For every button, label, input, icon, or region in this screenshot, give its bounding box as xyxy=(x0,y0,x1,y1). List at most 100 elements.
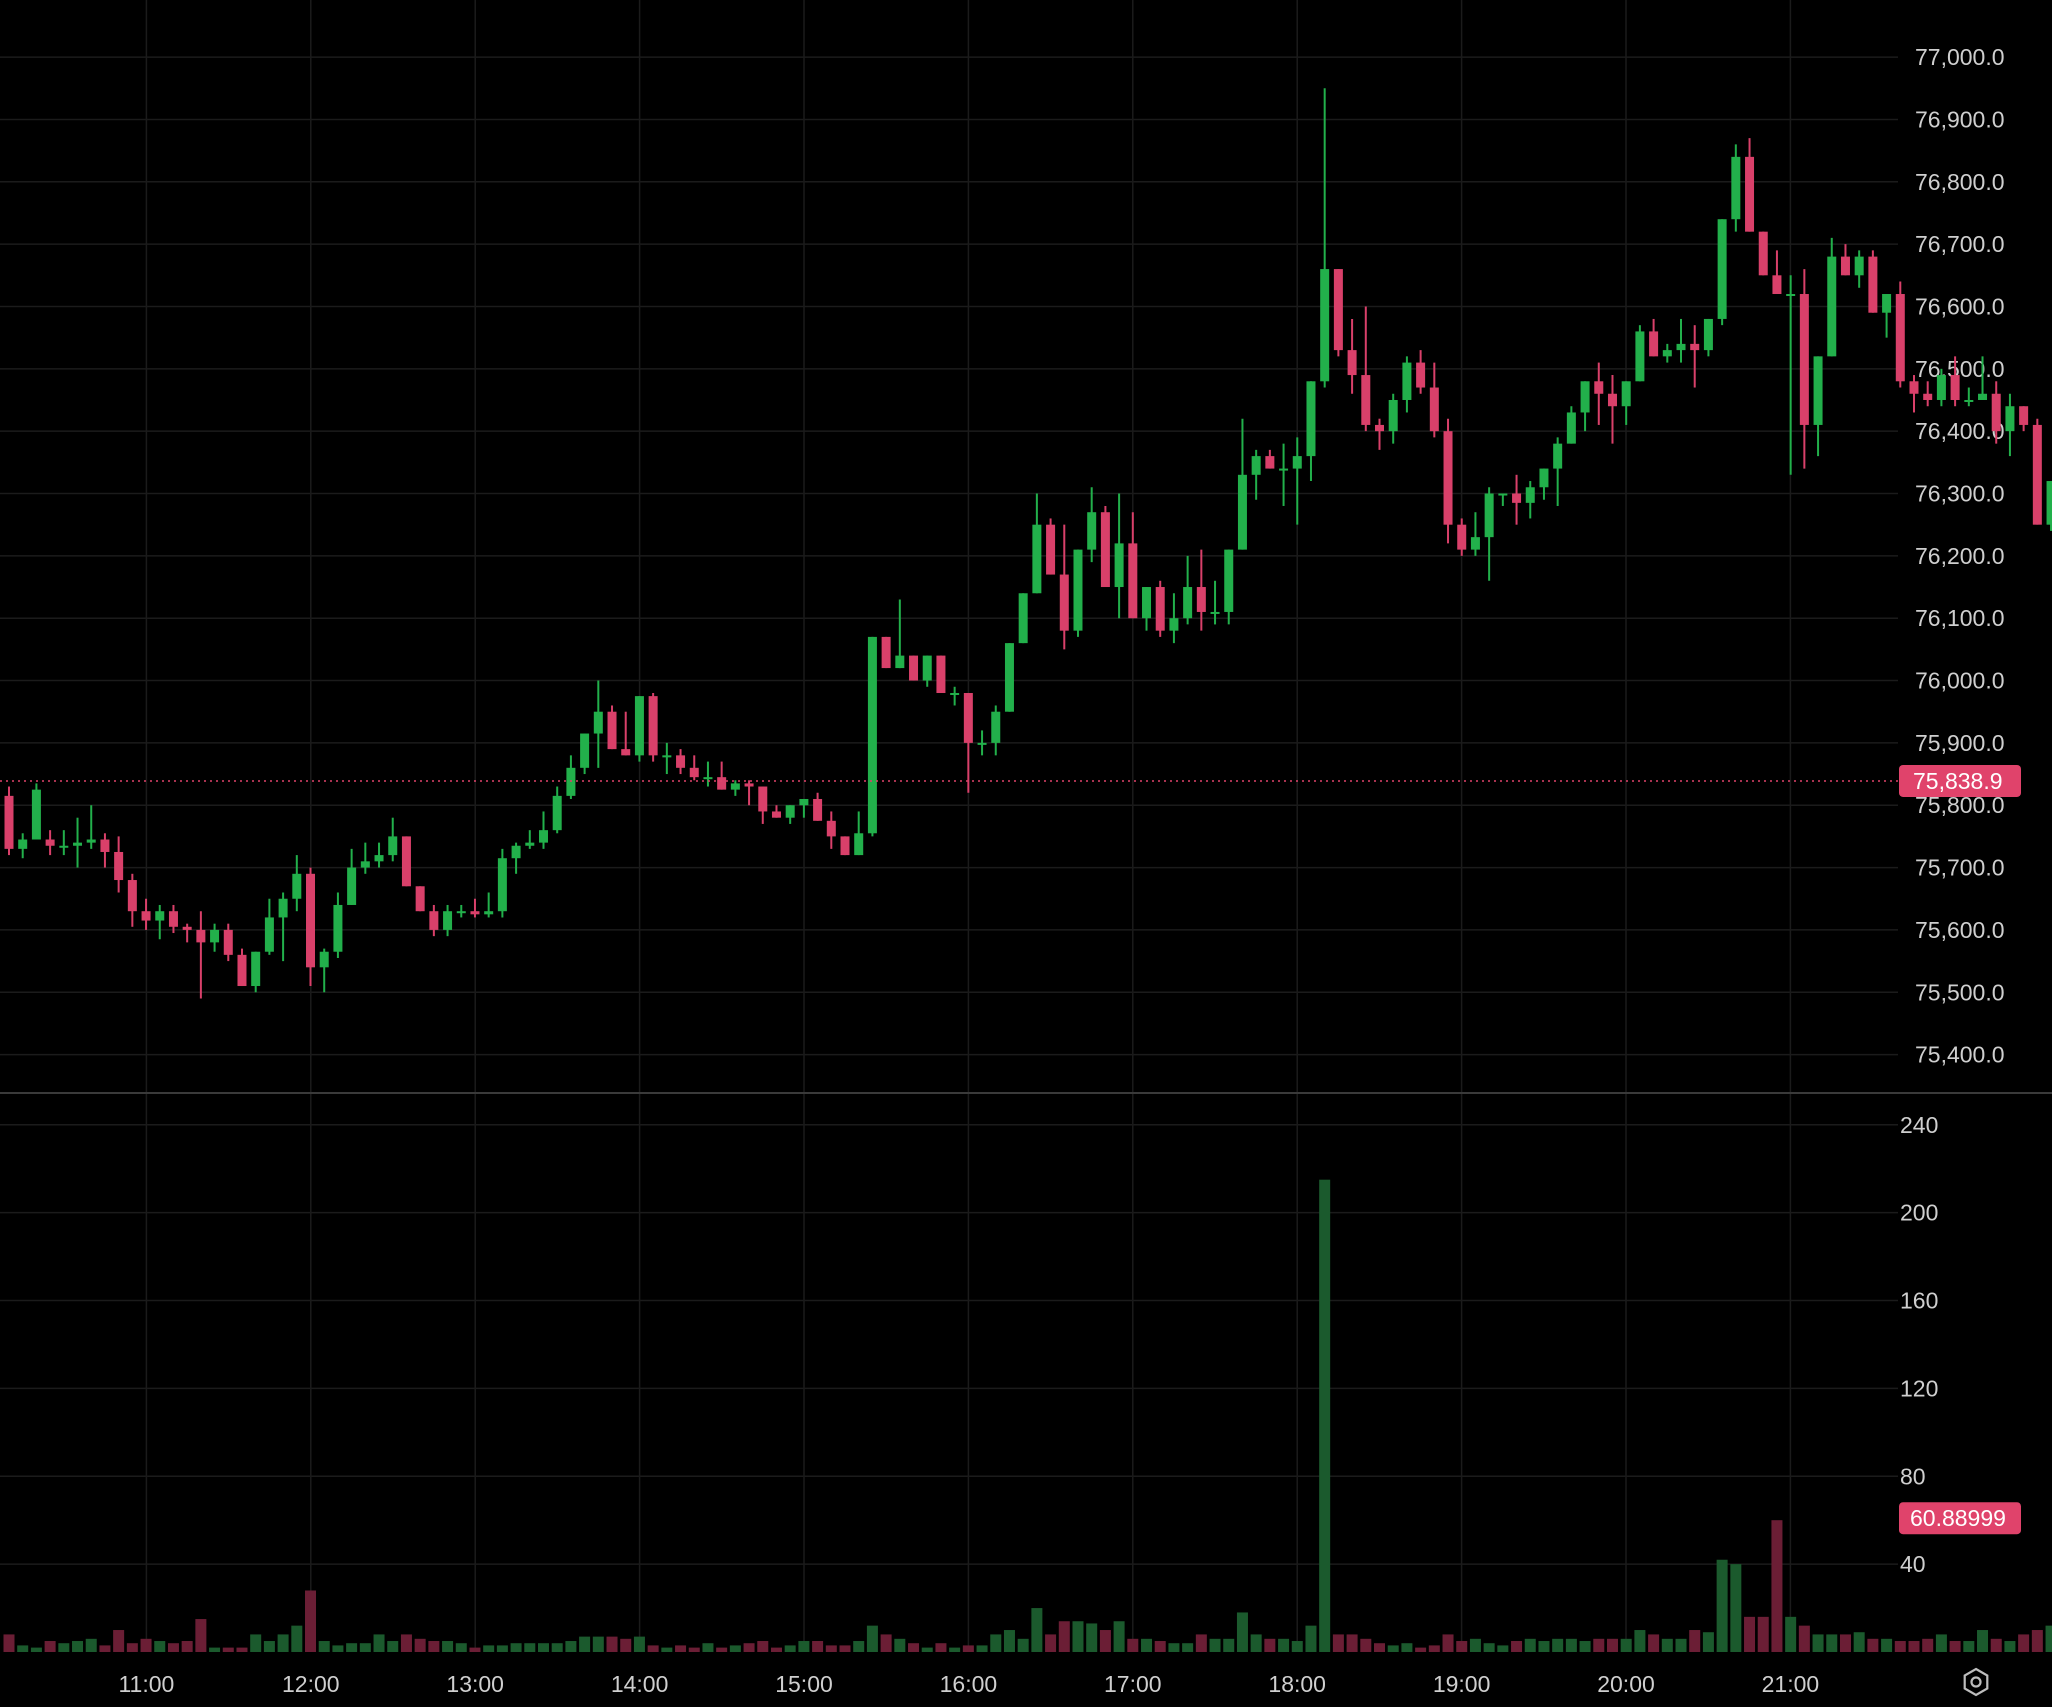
candle-body xyxy=(155,911,164,920)
volume-bar xyxy=(1251,1634,1262,1652)
volume-bar xyxy=(1333,1634,1344,1652)
price-tick-label: 75,500.0 xyxy=(1915,979,2005,1005)
volume-bar xyxy=(1703,1632,1714,1652)
candle-body xyxy=(292,874,301,899)
candle-body xyxy=(621,749,630,755)
candle-body xyxy=(1224,550,1233,612)
candle xyxy=(936,656,945,693)
candle-body xyxy=(786,805,795,817)
volume-bar xyxy=(1621,1639,1632,1652)
candle-body xyxy=(73,843,82,846)
candle-body xyxy=(1786,294,1795,296)
candle-body xyxy=(1430,388,1439,432)
volume-bar xyxy=(1347,1634,1358,1652)
volume-bar xyxy=(744,1643,755,1652)
time-tick-label: 18:00 xyxy=(1268,1671,1326,1697)
candle-body xyxy=(128,880,137,911)
volume-bar xyxy=(1443,1634,1454,1652)
volume-bar xyxy=(524,1643,535,1652)
time-tick-label: 12:00 xyxy=(282,1671,340,1697)
candle-body xyxy=(1937,375,1946,400)
candle-body xyxy=(1896,294,1905,381)
volume-bar xyxy=(881,1634,892,1652)
candle-body xyxy=(1265,456,1274,468)
candle-body xyxy=(1635,331,1644,381)
volume-bar xyxy=(1374,1643,1385,1652)
candle xyxy=(1073,550,1082,637)
candle-body xyxy=(1361,375,1370,425)
candle-body xyxy=(1348,350,1357,375)
candle xyxy=(1718,219,1727,325)
candle-body xyxy=(1909,381,1918,393)
volume-bar xyxy=(785,1645,796,1652)
candle-body xyxy=(1594,381,1603,393)
volume-bar xyxy=(812,1641,823,1652)
volume-bar xyxy=(99,1645,110,1652)
candle xyxy=(416,886,425,911)
candle xyxy=(909,656,918,681)
candle-body xyxy=(1827,257,1836,357)
candle-body xyxy=(1992,394,2001,431)
volume-bar xyxy=(1388,1645,1399,1652)
volume-tick-label: 80 xyxy=(1900,1463,1926,1489)
candle-body xyxy=(1800,294,1809,425)
price-tick-label: 76,300.0 xyxy=(1915,481,2005,507)
volume-bar xyxy=(1059,1621,1070,1652)
volume-bar xyxy=(840,1645,851,1652)
candle-body xyxy=(1526,487,1535,503)
volume-bar xyxy=(565,1641,576,1652)
volume-bar xyxy=(1237,1612,1248,1652)
volume-bar xyxy=(771,1648,782,1652)
candle-body xyxy=(895,656,904,668)
candle-body xyxy=(306,874,315,968)
candle-body xyxy=(717,777,726,789)
candle-body xyxy=(100,840,109,852)
candle-body xyxy=(169,911,178,927)
candle-body xyxy=(1581,381,1590,412)
candle-body xyxy=(635,696,644,755)
candle-body xyxy=(279,899,288,918)
candle-body xyxy=(1128,543,1137,618)
volume-bar xyxy=(1114,1621,1125,1652)
volume-bar xyxy=(1100,1630,1111,1652)
candle-body xyxy=(1032,525,1041,594)
volume-bar xyxy=(223,1648,234,1652)
candle-body xyxy=(457,911,466,913)
candle-body xyxy=(1156,587,1165,631)
volume-bar xyxy=(497,1645,508,1652)
candle-body xyxy=(923,656,932,681)
price-tick-label: 76,000.0 xyxy=(1915,668,2005,694)
candle-body xyxy=(525,843,534,846)
candle-body xyxy=(1704,319,1713,350)
candle-body xyxy=(1731,157,1740,219)
candle-body xyxy=(539,830,548,842)
candle-body xyxy=(265,917,274,951)
last-price-label: 75,838.9 xyxy=(1913,768,2003,794)
volume-bar xyxy=(1744,1617,1755,1652)
price-tick-label: 76,600.0 xyxy=(1915,293,2005,319)
volume-bar xyxy=(826,1645,837,1652)
candle-body xyxy=(758,787,767,812)
candle-body xyxy=(690,768,699,777)
time-tick-label: 14:00 xyxy=(611,1671,669,1697)
candle-body xyxy=(1471,537,1480,549)
candle-body xyxy=(2033,425,2042,525)
candle-body xyxy=(183,927,192,930)
volume-bar xyxy=(2032,1630,2043,1652)
volume-bar xyxy=(894,1639,905,1652)
volume-bar xyxy=(278,1634,289,1652)
volume-bar xyxy=(511,1643,522,1652)
candle-body xyxy=(1444,431,1453,525)
volume-bar xyxy=(1580,1641,1591,1652)
volume-bar xyxy=(1717,1560,1728,1652)
time-tick-label: 11:00 xyxy=(118,1671,174,1697)
price-tick-label: 76,900.0 xyxy=(1915,106,2005,132)
candle-body xyxy=(1005,643,1014,712)
volume-bar xyxy=(1497,1645,1508,1652)
volume-bar xyxy=(634,1637,645,1652)
volume-bar xyxy=(1538,1641,1549,1652)
price-tick-label: 76,500.0 xyxy=(1915,356,2005,382)
candle-body xyxy=(1759,232,1768,276)
